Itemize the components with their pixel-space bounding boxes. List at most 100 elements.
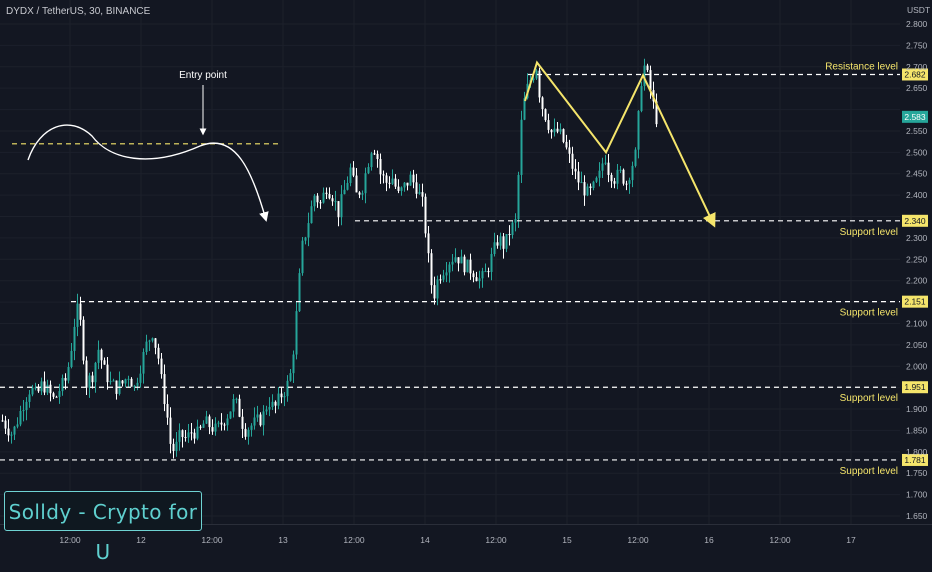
candle-body [76, 303, 79, 327]
candle-body [316, 195, 319, 203]
price-tick-label: 2.200 [906, 276, 928, 286]
candle-body [202, 423, 205, 428]
candle-body [298, 273, 301, 312]
candle-body [67, 366, 70, 381]
candle-body [58, 391, 61, 397]
double-top-pattern-line [524, 60, 716, 228]
candle-body [70, 350, 73, 367]
candle-body [274, 401, 277, 406]
candle-body [112, 380, 115, 382]
candle-body [262, 411, 265, 426]
candle-body [367, 167, 370, 174]
last-price-badge [902, 110, 928, 123]
time-tick-label: 16 [704, 535, 714, 545]
candle-body [502, 236, 505, 249]
candle-body [145, 341, 148, 352]
price-tick-label: 2.700 [906, 62, 928, 72]
candle-body [28, 394, 31, 402]
price-tick-label: 2.450 [906, 169, 928, 179]
candle-body [151, 338, 154, 341]
candle-body [505, 234, 508, 249]
candle-body [187, 432, 190, 438]
candle-body [565, 141, 568, 148]
candle-body [184, 437, 187, 439]
brand-watermark: Solldy - Crypto for U [4, 491, 202, 564]
candle-body [508, 234, 511, 236]
level-price-label: 1.951 [904, 382, 926, 392]
last-price-label: 2.583 [904, 112, 926, 122]
candle-body [82, 319, 85, 361]
candle-body [100, 349, 103, 361]
candle-body [568, 147, 571, 154]
candle-body [319, 202, 322, 204]
candle-body [73, 326, 76, 351]
candle-body [208, 416, 211, 428]
candle-body [436, 279, 439, 299]
candle-body [649, 70, 652, 91]
candle-body [331, 198, 334, 202]
candle-body [541, 97, 544, 110]
candle-body [382, 174, 385, 176]
candle-body [223, 424, 226, 426]
candle-body [79, 303, 82, 320]
candle-body [514, 219, 517, 223]
candle-body [388, 182, 391, 184]
candle-body [481, 271, 484, 279]
candle-body [124, 379, 127, 384]
candle-body [394, 178, 397, 187]
candle-body [364, 173, 367, 194]
candle-body [37, 387, 40, 392]
candle-body [592, 181, 595, 188]
candle-body [133, 385, 136, 387]
candle-body [22, 410, 25, 412]
price-chart[interactable]: Resistance level 2.682 Support level 2.340 S… [0, 0, 932, 550]
candle-body [49, 384, 52, 394]
candle-body [493, 242, 496, 255]
candle-body [562, 129, 565, 142]
candle-body [277, 393, 280, 406]
price-tick-label: 2.750 [906, 40, 928, 50]
candle-body [640, 86, 643, 112]
price-tick-label: 2.300 [906, 233, 928, 243]
candle-body [625, 183, 628, 185]
candle-body [106, 364, 109, 383]
candle-body [127, 378, 130, 380]
candle-body [268, 407, 271, 410]
price-tick-label: 1.700 [906, 490, 928, 500]
candle-body [52, 393, 55, 397]
candle-body [271, 401, 274, 408]
resistance-level-label: Resistance level [825, 61, 898, 72]
candle-body [166, 404, 169, 418]
candle-body [337, 201, 340, 218]
candle-body [358, 192, 361, 195]
candle-body [532, 78, 535, 81]
candle-body [409, 174, 412, 186]
candle-body [283, 396, 286, 398]
price-axis[interactable]: USDT 2.800 2.750 2.700 2.650 2.550 2.500 2.450 2… [902, 5, 930, 521]
candle-body [628, 180, 631, 184]
candle-body [190, 432, 193, 434]
level-price-badge [902, 214, 928, 227]
candle-body [550, 129, 553, 133]
time-tick-label: 12:00 [201, 535, 223, 545]
candle-body [340, 194, 343, 218]
candle-body [457, 257, 460, 264]
level-price-badge [902, 453, 928, 466]
price-tick-label: 2.250 [906, 254, 928, 264]
level-price-label: 2.151 [904, 297, 926, 307]
candle-body [439, 279, 442, 281]
price-tick-label: 2.550 [906, 126, 928, 136]
candle-body [64, 377, 67, 381]
candle-body [646, 65, 649, 71]
candle-body [478, 278, 481, 282]
candle-body [610, 174, 613, 182]
time-tick-label: 12:00 [59, 535, 81, 545]
candle-body [172, 443, 175, 451]
candle-body [454, 257, 457, 262]
level-price-badge [902, 68, 928, 81]
candle-body [109, 380, 112, 383]
candle-body [259, 414, 262, 426]
candle-body [304, 237, 307, 241]
pattern-overlay [524, 60, 716, 228]
